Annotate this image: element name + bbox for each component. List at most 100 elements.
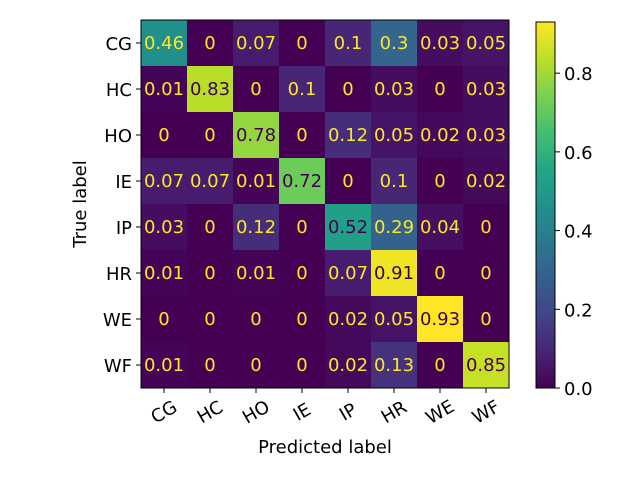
y-tick-label: CG xyxy=(105,34,132,55)
heatmap-cell xyxy=(325,66,372,113)
cell-value-label: 0 xyxy=(434,79,445,100)
cell-value-label: 0 xyxy=(434,171,445,192)
heatmap-cell xyxy=(371,20,418,67)
heatmap-cell xyxy=(279,20,326,67)
heatmap-cell xyxy=(187,158,234,205)
x-tick-label: HC xyxy=(194,397,227,428)
y-tick-label: HO xyxy=(104,126,132,147)
heatmap-cell xyxy=(233,204,280,251)
heatmap-cell xyxy=(463,342,510,389)
heatmap-cell xyxy=(463,296,510,343)
heatmap-cell xyxy=(371,296,418,343)
cell-value-label: 0.02 xyxy=(328,355,368,376)
heatmap-cell xyxy=(279,158,326,205)
x-axis-ticks: CG HC HO IE IP HR WE WF xyxy=(148,388,504,429)
colorbar-tick-label: 0.8 xyxy=(564,64,593,85)
cell-value-label: 0 xyxy=(434,263,445,284)
heatmap-cell xyxy=(141,342,188,389)
cell-value-label: 0.91 xyxy=(374,263,414,284)
heatmap-cell xyxy=(417,158,464,205)
heatmap-cell xyxy=(463,250,510,297)
cell-value-label: 0.01 xyxy=(144,355,184,376)
heatmap-cell xyxy=(279,66,326,113)
cell-value-label: 0.03 xyxy=(466,125,506,146)
heatmap-cell xyxy=(187,204,234,251)
cell-value-label: 0.3 xyxy=(380,33,409,54)
colorbar-tick-label: 0.4 xyxy=(564,222,593,243)
x-tick-label: IE xyxy=(290,399,315,426)
cell-value-label: 0.03 xyxy=(374,79,414,100)
heatmap-cell-labels: 0.46 0 0.07 0 0.1 0.3 0.03 0.05 0.01 0.83 0 0.1 0 0.0… xyxy=(144,33,506,376)
cell-value-label: 0.93 xyxy=(420,309,460,330)
heatmap-cell xyxy=(417,250,464,297)
heatmap-cell xyxy=(371,112,418,159)
cell-value-label: 0.02 xyxy=(466,171,506,192)
colorbar-tick-label: 0.0 xyxy=(564,379,593,400)
cell-value-label: 0.01 xyxy=(236,171,276,192)
cell-value-label: 0 xyxy=(204,125,215,146)
cell-value-label: 0.72 xyxy=(282,171,322,192)
cell-value-label: 0.05 xyxy=(466,33,506,54)
cell-value-label: 0 xyxy=(296,263,307,284)
heatmap-cell xyxy=(233,20,280,67)
cell-value-label: 0 xyxy=(480,309,491,330)
heatmap-cell xyxy=(371,204,418,251)
heatmap-cell xyxy=(141,158,188,205)
heatmap-cell xyxy=(325,296,372,343)
cell-value-label: 0.01 xyxy=(236,263,276,284)
heatmap-cell xyxy=(141,66,188,113)
cell-value-label: 0.07 xyxy=(190,171,230,192)
cell-value-label: 0 xyxy=(296,309,307,330)
cell-value-label: 0.1 xyxy=(380,171,409,192)
cell-value-label: 0.83 xyxy=(190,79,230,100)
cell-value-label: 0 xyxy=(204,355,215,376)
heatmap-cell xyxy=(187,342,234,389)
colorbar-tick-label: 0.6 xyxy=(564,143,593,164)
cell-value-label: 0.46 xyxy=(144,33,184,54)
cell-value-label: 0 xyxy=(480,263,491,284)
heatmap-cell xyxy=(371,158,418,205)
cell-value-label: 0.29 xyxy=(374,217,414,238)
cell-value-label: 0 xyxy=(296,217,307,238)
cell-value-label: 0 xyxy=(204,263,215,284)
y-tick-label: HC xyxy=(106,80,132,101)
heatmap-cell xyxy=(371,66,418,113)
cell-value-label: 0.01 xyxy=(144,79,184,100)
heatmap-cell xyxy=(141,296,188,343)
heatmap-cell xyxy=(417,20,464,67)
heatmap-cell xyxy=(141,20,188,67)
cell-value-label: 0.1 xyxy=(288,79,317,100)
colorbar-tick-label: 0.2 xyxy=(564,300,593,321)
cell-value-label: 0.78 xyxy=(236,125,276,146)
cell-value-label: 0 xyxy=(158,309,169,330)
plot-frame xyxy=(140,19,510,389)
cell-value-label: 0.1 xyxy=(334,33,363,54)
cell-value-label: 0 xyxy=(296,355,307,376)
heatmap-cell xyxy=(371,250,418,297)
x-tick-label: HO xyxy=(239,396,273,428)
heatmap-cell xyxy=(141,112,188,159)
heatmap-cell xyxy=(279,204,326,251)
cell-value-label: 0 xyxy=(250,309,261,330)
cell-value-label: 0 xyxy=(296,33,307,54)
cell-value-label: 0 xyxy=(204,309,215,330)
heatmap-cell xyxy=(187,250,234,297)
heatmap-cell xyxy=(325,158,372,205)
heatmap-cell xyxy=(279,250,326,297)
y-axis-ticks: CG HC HO IE IP HR WE WF xyxy=(103,34,141,377)
heatmap-cell xyxy=(417,112,464,159)
cell-value-label: 0.02 xyxy=(328,309,368,330)
x-tick-label: WF xyxy=(469,396,504,428)
cell-value-label: 0 xyxy=(342,171,353,192)
x-axis-title: Predicted label xyxy=(258,437,392,458)
cell-value-label: 0 xyxy=(204,33,215,54)
heatmap-cell xyxy=(325,250,372,297)
cell-value-label: 0 xyxy=(250,355,261,376)
cell-value-label: 0 xyxy=(158,125,169,146)
heatmap-cell xyxy=(325,20,372,67)
cell-value-label: 0.07 xyxy=(236,33,276,54)
cell-value-label: 0.03 xyxy=(420,33,460,54)
heatmap-cell xyxy=(187,20,234,67)
cell-value-label: 0 xyxy=(204,217,215,238)
colorbar-ticks: 0.0 0.2 0.4 0.6 0.8 xyxy=(555,64,593,400)
